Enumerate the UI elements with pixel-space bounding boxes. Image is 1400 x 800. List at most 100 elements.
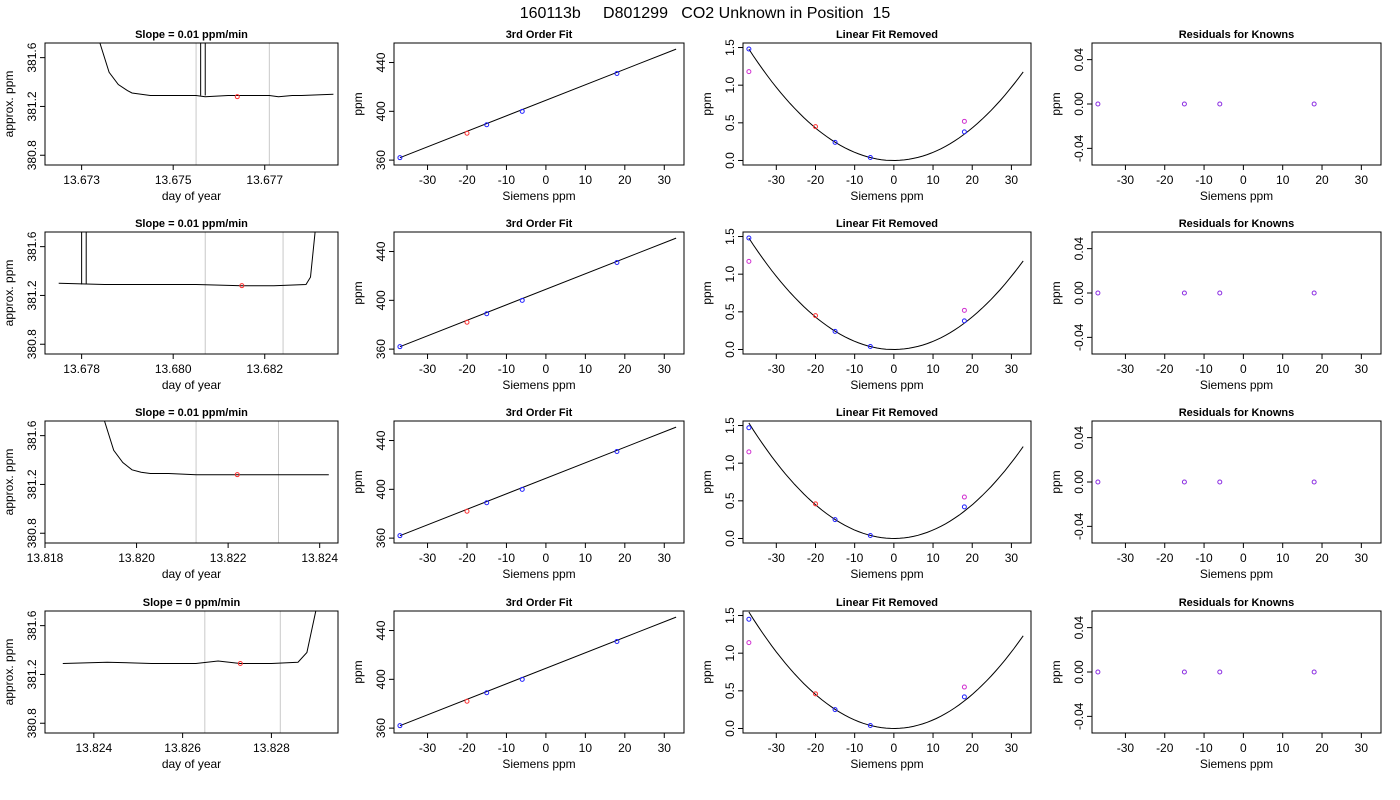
raw-point <box>961 307 967 313</box>
y-tick-label: 440 <box>374 430 388 450</box>
x-tick-label: 0 <box>1240 362 1247 376</box>
plot-frame <box>1091 420 1382 544</box>
x-axis-label: Siemens ppm <box>1200 378 1273 392</box>
y-tick-label: 380.8 <box>25 518 39 548</box>
residual-point <box>1311 101 1317 107</box>
x-axis-label: Siemens ppm <box>850 189 923 203</box>
x-tick-label: 20 <box>966 173 980 187</box>
plot-frame <box>393 610 685 734</box>
y-tick-label: 440 <box>374 241 388 261</box>
x-tick-label: -30 <box>768 362 786 376</box>
known-point <box>519 108 525 114</box>
y-tick-label: 1.0 <box>723 455 737 472</box>
plot-area <box>397 237 677 350</box>
panel-title: Linear Fit Removed <box>836 218 938 230</box>
raw-point <box>746 69 752 75</box>
y-tick-label: 1.0 <box>723 77 737 94</box>
x-axis-label: Siemens ppm <box>1200 189 1273 203</box>
x-axis-label: Siemens ppm <box>850 567 923 581</box>
known-point <box>484 122 490 128</box>
x-tick-label: -30 <box>768 173 786 187</box>
x-tick-label: 13.824 <box>75 741 112 755</box>
x-tick-label: 30 <box>1355 173 1369 187</box>
x-axis-label: Siemens ppm <box>502 189 575 203</box>
chart-panel-4-1: 13.824 13.826 13.828 380.8 381.2 381.6 Slope =… <box>2 597 339 771</box>
x-tick-label: -20 <box>458 551 476 565</box>
x-tick-label: -30 <box>1117 741 1135 755</box>
x-tick-label: -20 <box>1156 741 1174 755</box>
y-axis-label: ppm <box>1049 470 1063 493</box>
y-axis-label: ppm <box>351 92 365 115</box>
x-tick-label: 30 <box>1005 741 1019 755</box>
x-tick-label: 0 <box>891 551 898 565</box>
panel-title: 3rd Order Fit <box>506 407 573 419</box>
x-tick-label: 20 <box>1315 741 1329 755</box>
x-tick-label: -30 <box>1117 362 1135 376</box>
y-tick-label: -0.04 <box>1072 323 1086 351</box>
known-point <box>519 676 525 682</box>
known-point <box>614 260 620 265</box>
x-tick-label: 0 <box>543 362 550 376</box>
panel-title: Linear Fit Removed <box>836 29 938 41</box>
fit-curve <box>748 237 1024 351</box>
y-tick-label: 0.04 <box>1072 616 1086 640</box>
unknown-point <box>464 319 470 325</box>
y-tick-label: 0.5 <box>723 114 737 131</box>
x-tick-label: 10 <box>926 741 940 755</box>
x-tick-label: 20 <box>1315 362 1329 376</box>
raw-point <box>961 118 967 124</box>
x-tick-label: 30 <box>658 551 672 565</box>
chart-panel-1-2: -30 -20 -10 0 10 20 30 360 400 440 3rd Order Fit Si… <box>351 29 685 203</box>
x-tick-label: 0 <box>1240 551 1247 565</box>
residual-point <box>1311 669 1317 675</box>
known-point <box>484 690 490 696</box>
known-point <box>832 328 838 334</box>
known-point <box>867 154 873 160</box>
x-tick-label: 13.822 <box>210 551 247 565</box>
raw-point <box>961 494 967 500</box>
plot-frame <box>44 231 339 355</box>
chart-panel-3-4: -30 -20 -10 0 10 20 30 -0.04 0.00 0.04 Residuals f… <box>1049 407 1382 581</box>
sample-point <box>237 660 243 666</box>
x-tick-label: 10 <box>1276 173 1290 187</box>
x-tick-label: 10 <box>579 551 593 565</box>
trace-line <box>104 421 329 476</box>
x-tick-label: 20 <box>966 362 980 376</box>
x-tick-label: -10 <box>498 551 516 565</box>
x-tick-label: 30 <box>1355 362 1369 376</box>
x-axis-label: day of year <box>162 378 221 392</box>
y-tick-label: 360 <box>374 718 388 738</box>
residual-point <box>1217 290 1223 296</box>
known-point <box>519 486 525 492</box>
chart-panel-2-2: -30 -20 -10 0 10 20 30 360 400 440 3rd Order Fit Si… <box>351 218 685 392</box>
sample-point <box>239 283 245 289</box>
plot-area <box>1095 479 1317 485</box>
residual-point <box>1095 479 1101 485</box>
page-title: 160113b D801299 CO2 Unknown in Position … <box>520 5 891 22</box>
plot-frame <box>44 610 339 734</box>
y-tick-label: 0.00 <box>1072 660 1086 684</box>
chart-panel-1-1: 13.673 13.675 13.677 380.8 381.2 381.6 Slope =… <box>2 29 339 203</box>
x-tick-label: -30 <box>768 551 786 565</box>
panel-title: Residuals for Knowns <box>1179 597 1295 609</box>
plot-area <box>58 232 316 354</box>
known-point <box>961 129 967 135</box>
y-tick-label: -0.04 <box>1072 512 1086 540</box>
x-axis-label: Siemens ppm <box>1200 757 1273 771</box>
x-tick-label: -20 <box>458 362 476 376</box>
trace-line <box>58 232 316 287</box>
y-axis-label: approx. ppm <box>2 71 16 138</box>
y-tick-label: 381.6 <box>25 42 39 72</box>
plot-area <box>746 235 1024 351</box>
unknown-point <box>464 130 470 136</box>
x-tick-label: 0 <box>543 173 550 187</box>
x-tick-label: 10 <box>926 362 940 376</box>
known-point <box>397 723 403 729</box>
y-tick-label: 1.5 <box>723 39 737 56</box>
chart-panel-3-2: -30 -20 -10 0 10 20 30 360 400 440 3rd Order Fit Si… <box>351 407 685 581</box>
known-point <box>961 504 967 510</box>
y-tick-label: 381.2 <box>25 280 39 310</box>
y-axis-label: ppm <box>351 660 365 683</box>
x-tick-label: 13.826 <box>164 741 201 755</box>
plot-area <box>99 43 334 165</box>
